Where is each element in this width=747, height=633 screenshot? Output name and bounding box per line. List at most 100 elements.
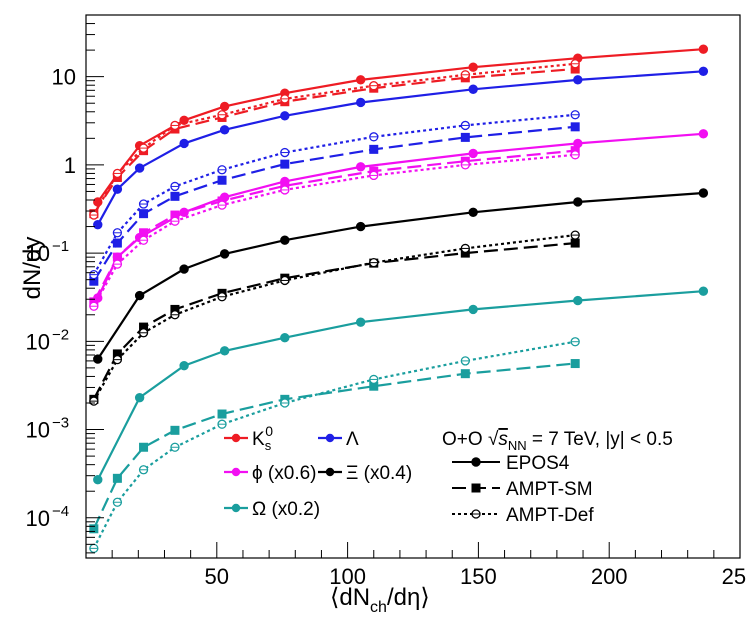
y-tick-label: 10 −1 — [26, 238, 70, 266]
data-point — [134, 290, 145, 301]
legend-label-base: K — [252, 429, 265, 450]
data-point — [217, 409, 227, 419]
data-point — [219, 346, 230, 356]
legend-label: ϕ (x0.6) — [252, 463, 317, 484]
data-point — [468, 207, 478, 218]
legend-model-ampt-def: AMPT-Def — [452, 505, 594, 526]
data-point — [219, 125, 230, 135]
annotation-sqrt: √ — [488, 429, 499, 450]
data-point — [468, 148, 478, 159]
series-line — [96, 48, 704, 203]
plot-frame — [85, 14, 741, 559]
data-point — [139, 209, 149, 219]
data-point — [93, 475, 103, 485]
data-point — [112, 184, 123, 194]
data-point — [134, 163, 145, 173]
legend-label: Ξ (x0.4) — [346, 463, 412, 484]
annotation-pre: O+O — [442, 429, 488, 450]
y-tick-mantissa: 10 — [26, 418, 50, 443]
legend-model-marker — [471, 457, 481, 467]
data-point — [280, 332, 290, 343]
legend-label: Λ — [346, 429, 359, 450]
data-point — [570, 359, 580, 369]
legend-annotation: O+O √sNN = 7 TeV, |y| < 0.5 — [442, 429, 673, 453]
legend-model-label: AMPT-Def — [506, 505, 594, 526]
series-layer — [89, 44, 709, 554]
series-omega-ampt-def — [89, 337, 580, 554]
data-point — [355, 317, 366, 327]
series-xi-ampt-def — [89, 230, 580, 406]
y-tick-label: 10 −4 — [26, 503, 70, 531]
ticks-layer: 5010015020025010110−110−210−310−4 — [26, 14, 747, 589]
data-point — [112, 238, 122, 248]
data-point — [698, 66, 709, 77]
annotation-post: = 7 TeV, |y| < 0.5 — [527, 429, 673, 450]
series-k0s-ampt-def — [89, 59, 580, 220]
data-point — [570, 238, 580, 248]
legend-models: EPOS4 AMPT-SM AMPT-Def — [452, 453, 594, 526]
legend-swatch-marker — [325, 467, 335, 477]
x-axis-title-rest: /dη⟩ — [387, 584, 430, 611]
series-lambda-epos4 — [93, 66, 709, 230]
x-tick-label: 50 — [205, 564, 229, 589]
data-point — [468, 62, 478, 72]
series-xi-epos4 — [93, 188, 709, 364]
data-point — [698, 44, 709, 54]
data-point — [280, 111, 290, 121]
legend-species: Ks0 Λϕ (x0.6) Ξ (x0.4) Ω (x0.2) — [224, 423, 412, 520]
legend-model-epos4: EPOS4 — [452, 453, 570, 474]
data-point — [573, 197, 583, 207]
legend-label: Ks0 — [252, 423, 273, 453]
series-omega-epos4 — [93, 286, 709, 485]
x-tick-label: 100 — [329, 564, 366, 589]
y-tick-exponent: −3 — [52, 415, 69, 432]
y-tick-label: 10 — [52, 65, 76, 90]
data-point — [93, 219, 103, 230]
series-line — [92, 234, 576, 402]
data-point — [139, 442, 149, 452]
data-point — [570, 122, 580, 132]
y-axis-title: dN/dy — [19, 237, 46, 300]
legend-swatch-marker — [231, 503, 241, 513]
legend-label-sub: s — [265, 438, 272, 453]
legend-entry-phi: ϕ (x0.6) — [224, 463, 317, 484]
y-tick-label: 10 −2 — [26, 326, 70, 354]
data-point — [355, 75, 366, 85]
series-line — [92, 113, 576, 276]
x-tick-label: 200 — [591, 564, 628, 589]
legend-swatch-marker — [231, 467, 241, 477]
data-point — [280, 159, 290, 169]
legend-swatch-marker — [231, 433, 241, 443]
data-point — [355, 97, 366, 108]
legend-swatch-marker — [325, 433, 335, 443]
x-tick-label: 250 — [722, 564, 747, 589]
legend-entry-omega: Ω (x0.2) — [224, 499, 320, 520]
data-point — [219, 101, 230, 112]
legend-model-label: EPOS4 — [506, 453, 570, 474]
legend-entry-xi: Ξ (x0.4) — [318, 463, 412, 484]
y-tick-mantissa: 10 — [26, 329, 50, 354]
annotation-s: s — [498, 429, 508, 450]
data-point — [355, 221, 366, 232]
data-point — [369, 144, 379, 154]
data-point — [170, 191, 180, 201]
series-omega-ampt-sm — [89, 359, 580, 534]
x-tick-label: 150 — [460, 564, 497, 589]
series-lambda-ampt-sm — [89, 122, 580, 286]
data-point — [280, 235, 290, 245]
legend-model-label: AMPT-SM — [506, 479, 593, 500]
legend-model-ampt-sm: AMPT-SM — [452, 479, 593, 500]
data-point — [93, 354, 103, 364]
data-point — [460, 369, 470, 379]
series-phi-ampt-def — [89, 150, 580, 311]
annotation-nn: NN — [508, 438, 527, 453]
y-tick-label: 1 — [64, 153, 76, 178]
data-point — [698, 129, 709, 139]
data-point — [468, 304, 478, 315]
data-point — [179, 360, 189, 371]
data-point — [355, 162, 366, 172]
y-tick-label: 10 −3 — [26, 415, 70, 443]
data-point — [573, 75, 583, 85]
